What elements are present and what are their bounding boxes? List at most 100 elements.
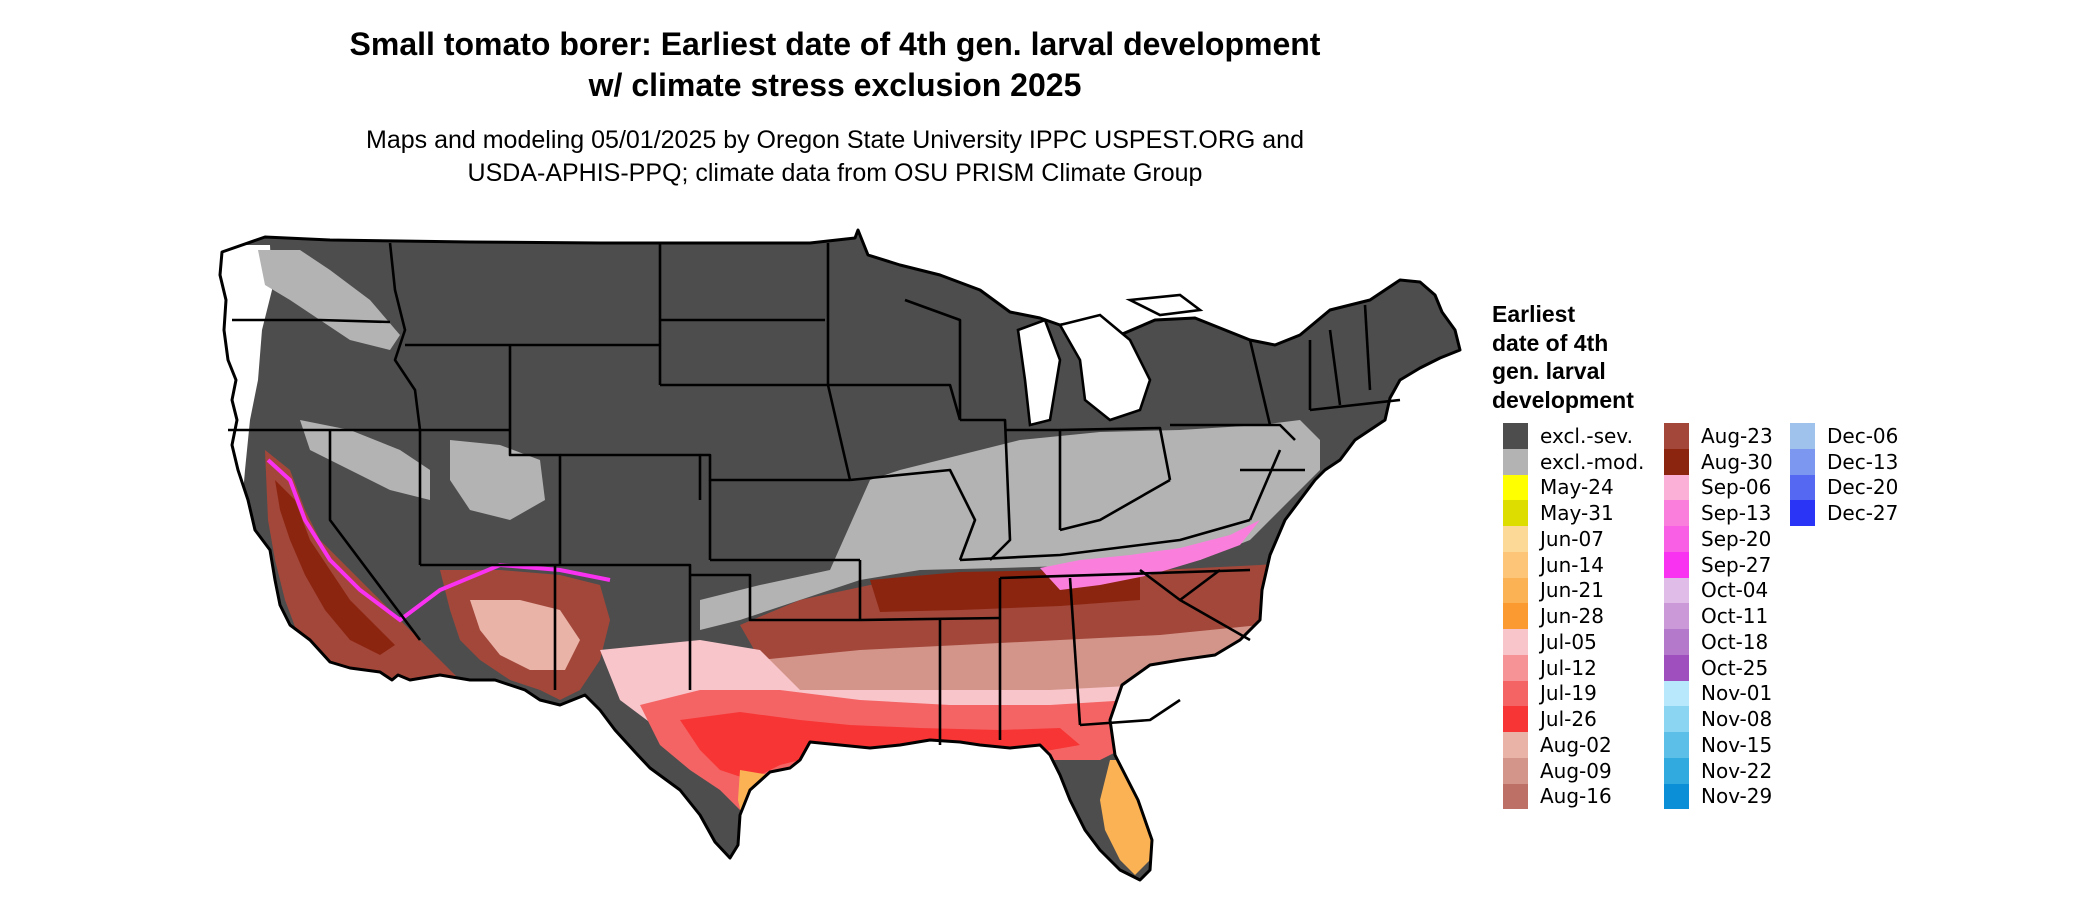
legend-item: Jul-05	[1503, 629, 1644, 655]
legend-item: excl.-sev.	[1503, 423, 1644, 449]
legend-swatch	[1503, 526, 1528, 552]
legend-label: Jul-05	[1540, 629, 1597, 654]
zone-sw-magenta-edge	[266, 458, 611, 623]
legend-item: Oct-04	[1664, 577, 1773, 604]
legend-swatch	[1664, 680, 1689, 707]
us-map	[218, 228, 1462, 882]
subtitle-line-2: USDA-APHIS-PPQ; climate data from OSU PR…	[467, 159, 1203, 187]
legend-item: Oct-18	[1664, 629, 1773, 655]
legend-swatch	[1503, 757, 1528, 784]
legend-item: May-24	[1503, 474, 1644, 501]
legend-label: May-31	[1540, 501, 1614, 526]
legend-swatch	[1664, 474, 1689, 501]
legend-item: Jun-07	[1503, 526, 1644, 552]
legend-label: Jul-12	[1540, 655, 1597, 680]
title-line-1: Small tomato borer: Earliest date of 4th…	[349, 26, 1321, 62]
legend-swatch	[1664, 500, 1689, 526]
legend-item: Dec-06	[1790, 423, 1898, 449]
legend-item: Nov-01	[1664, 680, 1773, 707]
legend-label: Aug-16	[1540, 784, 1612, 809]
legend-label: Dec-06	[1827, 423, 1899, 448]
legend-swatch	[1664, 732, 1689, 758]
legend-label: excl.-mod.	[1540, 449, 1645, 474]
legend-label: Jul-26	[1540, 707, 1597, 732]
legend-swatch	[1664, 551, 1689, 578]
legend-label: Jun-28	[1540, 604, 1604, 629]
legend-item: Jul-12	[1503, 654, 1644, 681]
zone-sw-brown-inner	[275, 480, 395, 655]
legend-item: Oct-11	[1664, 603, 1773, 629]
legend-swatch	[1503, 448, 1528, 475]
map-title-block: Small tomato borer: Earliest date of 4th…	[230, 24, 1440, 190]
legend-swatch	[1664, 603, 1689, 629]
legend-label: Sep-06	[1701, 475, 1772, 500]
zone-texas-orange	[738, 770, 805, 855]
legend-swatch	[1790, 423, 1815, 449]
legend-label: Jun-07	[1540, 526, 1604, 551]
legend-label: excl.-sev.	[1540, 423, 1633, 448]
legend-item: Jun-21	[1503, 577, 1644, 604]
legend-label: Nov-15	[1701, 732, 1773, 757]
legend-item: excl.-mod.	[1503, 448, 1645, 475]
legend-label: Jun-21	[1540, 578, 1604, 603]
zone-sw-brown	[265, 450, 460, 690]
legend-title: Earliest date of 4th gen. larval develop…	[1492, 300, 1682, 414]
legend-label: Dec-27	[1827, 501, 1899, 526]
legend-label: Sep-13	[1701, 501, 1772, 526]
legend-column-1: excl.-sev. excl.-mod. May-24 May-31 Jun-07 Ju…	[1503, 423, 1645, 810]
legend-item: Jul-26	[1503, 706, 1644, 732]
legend-item: Sep-13	[1664, 500, 1773, 526]
legend-swatch	[1503, 551, 1528, 578]
legend-swatch	[1503, 680, 1528, 707]
legend-item: Sep-27	[1664, 551, 1773, 578]
legend-swatch	[1503, 783, 1528, 810]
legend-label: Nov-01	[1701, 681, 1773, 706]
legend-label: Aug-30	[1701, 449, 1773, 474]
legend-label: Nov-08	[1701, 707, 1773, 732]
legend-swatch	[1790, 500, 1815, 526]
zone-arizona-pink	[470, 600, 580, 670]
legend-swatch	[1503, 706, 1528, 732]
legend-item: Nov-15	[1664, 732, 1773, 758]
state-boundaries	[228, 242, 1401, 745]
legend-swatch	[1664, 448, 1689, 475]
legend-item: Sep-06	[1664, 474, 1773, 501]
zone-appalachian-pink	[1040, 520, 1260, 590]
zone-idaho-moderate	[300, 420, 430, 500]
legend-item: Aug-02	[1503, 732, 1644, 758]
legend-item: Dec-27	[1790, 500, 1898, 526]
legend-label: Jul-19	[1540, 681, 1597, 706]
legend-item: Sep-20	[1664, 526, 1773, 552]
zone-nw-moderate	[258, 250, 400, 350]
legend-item: Aug-09	[1503, 757, 1644, 784]
legend-column-2: Aug-23 Aug-30 Sep-06 Sep-13 Sep-20 Sep-27 Oct-…	[1664, 423, 1773, 810]
legend-label: Nov-29	[1701, 784, 1773, 809]
legend-item: May-31	[1503, 500, 1644, 526]
legend-item: Aug-30	[1664, 448, 1773, 475]
legend-swatch	[1664, 654, 1689, 681]
legend-label: Aug-09	[1540, 758, 1612, 783]
title-line-2: w/ climate stress exclusion 2025	[588, 67, 1082, 103]
great-lakes	[1016, 293, 1204, 427]
legend-swatch	[1664, 423, 1689, 449]
legend-label: Nov-22	[1701, 758, 1773, 783]
legend-label: Oct-04	[1701, 578, 1769, 603]
legend-swatch	[1664, 577, 1689, 604]
legend-item: Nov-29	[1664, 783, 1773, 810]
legend-item: Jun-28	[1503, 603, 1644, 629]
legend-swatch	[1664, 783, 1689, 810]
legend-item: Nov-22	[1664, 757, 1773, 784]
legend-swatch	[1664, 706, 1689, 732]
legend-label: Oct-25	[1701, 655, 1769, 680]
legend-label: Sep-27	[1701, 552, 1772, 577]
legend-swatch	[1790, 448, 1815, 475]
legend-title-line: Earliest	[1492, 301, 1576, 327]
map-title: Small tomato borer: Earliest date of 4th…	[230, 24, 1440, 106]
legend-swatch	[1503, 577, 1528, 604]
legend-swatch	[1503, 629, 1528, 655]
us-outline	[218, 228, 1462, 882]
zone-florida-red	[1120, 690, 1200, 760]
legend-label: Dec-20	[1827, 475, 1899, 500]
legend-item: Oct-25	[1664, 654, 1773, 681]
legend-label: Sep-20	[1701, 526, 1772, 551]
